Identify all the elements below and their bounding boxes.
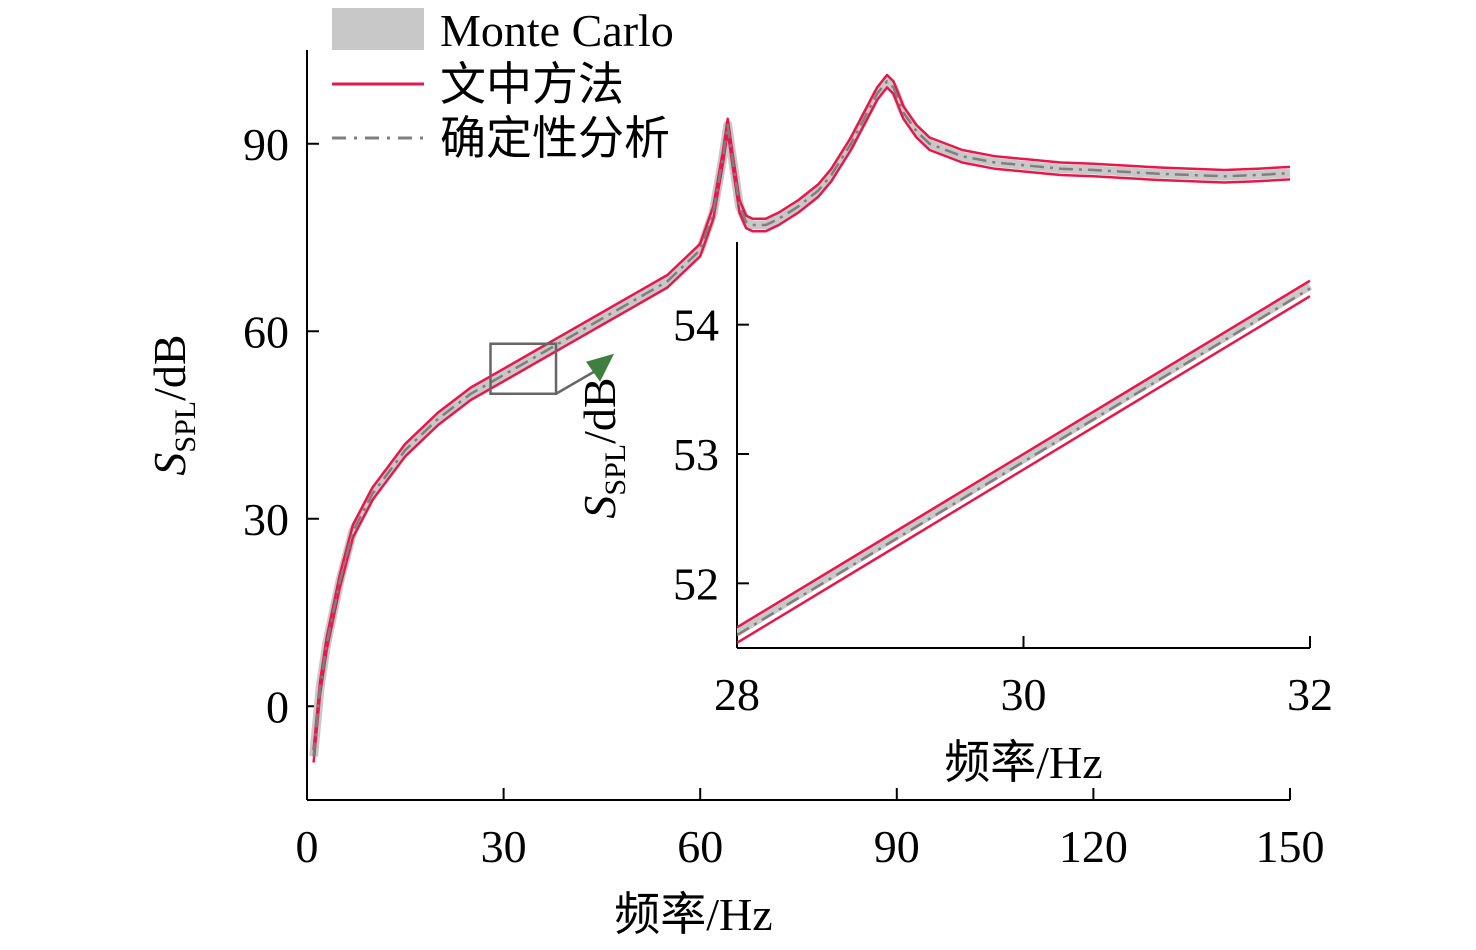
zoom-arrow-head (586, 353, 615, 382)
zoom-box (489, 342, 558, 395)
inset-plot: 28 30 32 52 53 54 频率/Hz SSPL/dB (574, 242, 1333, 788)
series-method-lower (737, 295, 1311, 644)
series-method-upper (737, 279, 1311, 629)
legend-label: 确定性分析 (440, 113, 670, 164)
x-tick-label: 30 (1001, 669, 1047, 720)
series-group (737, 279, 1313, 644)
zoom-arrow-line (555, 370, 595, 395)
y-tick-label: 90 (243, 119, 289, 170)
y-axis-label-unit: /dB (144, 334, 195, 400)
series-method-upper (312, 73, 1291, 751)
x-tick-label: 60 (677, 821, 723, 872)
series-group (309, 73, 1291, 763)
x-tick-label: 90 (874, 821, 920, 872)
y-tick-label: 54 (673, 300, 719, 351)
x-tick-label: 30 (481, 821, 527, 872)
legend-label: 文中方法 (440, 59, 624, 110)
legend-label: Monte Carlo (440, 5, 674, 56)
x-axis-label: 频率/Hz (614, 889, 772, 940)
y-tick-label: 60 (243, 306, 289, 357)
series-monte-carlo-band (309, 76, 1291, 757)
series-deterministic-line (312, 80, 1291, 757)
y-tick-label: 30 (243, 494, 289, 545)
x-axis-label: 频率/Hz (944, 737, 1102, 788)
legend-swatch-monte-carlo (332, 8, 424, 50)
x-tick-label: 120 (1059, 821, 1128, 872)
y-axis-label-subscript: SPL (599, 444, 632, 496)
x-tick-label: 32 (1287, 669, 1333, 720)
y-axis-label-subscript: SPL (169, 401, 202, 453)
x-tick-label: 150 (1256, 821, 1325, 872)
y-axis-label: SSPL/dB (574, 377, 632, 518)
series-deterministic-line (737, 287, 1311, 637)
y-tick-label: 0 (266, 681, 289, 732)
x-tick-label: 28 (714, 669, 760, 720)
y-axis-label-symbol: S (574, 496, 625, 519)
series-method-lower (312, 86, 1291, 763)
y-axis-label-symbol: S (144, 453, 195, 476)
y-tick-label: 52 (673, 558, 719, 609)
y-tick-label: 53 (673, 429, 719, 480)
series-monte-carlo-band (737, 282, 1313, 636)
x-tick-label: 0 (296, 821, 319, 872)
y-axis-label-unit: /dB (574, 377, 625, 443)
y-axis-label: SSPL/dB (144, 334, 202, 475)
